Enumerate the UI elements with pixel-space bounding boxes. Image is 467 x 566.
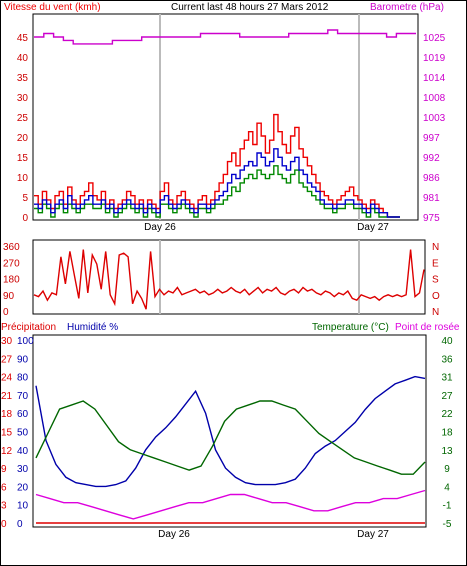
precip-tick-8: 24 bbox=[1, 373, 13, 384]
wind-tick-1: 5 bbox=[22, 193, 28, 204]
wind-tick-2: 10 bbox=[17, 173, 29, 184]
baro-tick-0: 975 bbox=[423, 213, 440, 224]
precip-tick-2: 6 bbox=[1, 482, 7, 493]
compass-tick-1: O bbox=[432, 291, 440, 302]
wind-direction-series-line bbox=[33, 249, 425, 310]
temp-tick-3: 9 bbox=[444, 464, 450, 475]
precip-tick-5: 15 bbox=[1, 428, 13, 439]
dew-point-series-line bbox=[35, 489, 426, 520]
temp-tick-4: 13 bbox=[441, 446, 453, 457]
humid-tick-0: 0 bbox=[17, 519, 23, 530]
precip-tick-7: 21 bbox=[1, 391, 13, 402]
baro-tick-2: 986 bbox=[423, 173, 440, 184]
precip-tick-3: 9 bbox=[1, 464, 7, 475]
temp-tick-6: 22 bbox=[441, 409, 453, 420]
precip-tick-10: 30 bbox=[1, 336, 13, 347]
wind-tick-9: 45 bbox=[17, 33, 29, 44]
baro-tick-9: 1025 bbox=[423, 33, 446, 44]
temp-tick-10: 40 bbox=[441, 336, 453, 347]
chart-title: Current last 48 hours 27 Mars 2012 bbox=[171, 2, 329, 13]
temp-tick-7: 27 bbox=[441, 391, 453, 402]
precip-tick-9: 27 bbox=[1, 354, 13, 365]
wind-avg-series-line bbox=[34, 148, 400, 218]
direction-plot-area bbox=[32, 239, 426, 315]
baro-tick-5: 1003 bbox=[423, 113, 446, 124]
precip-tick-0: 0 bbox=[1, 519, 7, 530]
temp-tick-9: 36 bbox=[441, 354, 453, 365]
temp-tick-2: 4 bbox=[444, 482, 450, 493]
compass-tick-2: S bbox=[432, 275, 439, 286]
wind-tick-8: 40 bbox=[17, 53, 29, 64]
baro-tick-8: 1019 bbox=[423, 53, 446, 64]
compass-tick-4: N bbox=[432, 242, 439, 253]
humid-tick-7: 70 bbox=[17, 391, 29, 402]
wind-tick-7: 35 bbox=[17, 73, 29, 84]
humid-tick-8: 80 bbox=[17, 373, 29, 384]
x-label-day27-bottom: Day 27 bbox=[357, 529, 389, 540]
humid-tick-10: 100 bbox=[17, 336, 34, 347]
humid-tick-9: 90 bbox=[17, 354, 29, 365]
humidity-series-line bbox=[35, 375, 426, 488]
temp-tick-8: 31 bbox=[441, 373, 453, 384]
precip-tick-1: 3 bbox=[1, 501, 7, 512]
x-label-day26-bottom: Day 26 bbox=[158, 529, 190, 540]
temp-tick-0: -5 bbox=[443, 519, 452, 530]
temp-tick-5: 18 bbox=[441, 428, 453, 439]
temp-tick-1: -1 bbox=[443, 501, 452, 512]
dir-tick-4: 360 bbox=[3, 242, 20, 253]
dir-tick-0: 0 bbox=[3, 307, 9, 318]
baro-tick-4: 997 bbox=[423, 133, 440, 144]
dir-tick-2: 180 bbox=[3, 275, 20, 286]
humid-tick-1: 10 bbox=[17, 501, 29, 512]
compass-tick-3: E bbox=[432, 258, 439, 269]
baro-tick-7: 1014 bbox=[423, 73, 446, 84]
baro-tick-1: 981 bbox=[423, 193, 440, 204]
precip-tick-6: 18 bbox=[1, 409, 13, 420]
temp-plot-area bbox=[32, 334, 427, 528]
wind-tick-6: 30 bbox=[17, 93, 29, 104]
wind-gust-series-line bbox=[34, 113, 400, 218]
compass-tick-0: N bbox=[432, 307, 439, 318]
temp-axis-label: Temperature (°C) bbox=[312, 322, 389, 333]
dir-tick-3: 270 bbox=[3, 258, 20, 269]
humid-tick-4: 40 bbox=[17, 446, 29, 457]
humidity-axis-label: Humidité % bbox=[67, 322, 118, 333]
humid-tick-6: 60 bbox=[17, 409, 29, 420]
baro-axis-label: Barometre (hPa) bbox=[370, 2, 444, 13]
wind-plot-area bbox=[32, 13, 419, 221]
temp-panel: Précipitation Humidité % Temperature (°C… bbox=[1, 322, 460, 540]
baro-tick-6: 1008 bbox=[423, 93, 446, 104]
baro-tick-3: 992 bbox=[423, 153, 440, 164]
x-label-day27-top: Day 27 bbox=[357, 222, 389, 233]
dew-axis-label: Point de rosée bbox=[395, 322, 460, 333]
precip-axis-label: Précipitation bbox=[1, 322, 56, 333]
baro-series-line bbox=[34, 29, 416, 45]
wind-axis-label: Vitesse du vent (kmh) bbox=[4, 2, 101, 13]
humid-tick-5: 50 bbox=[17, 428, 29, 439]
precip-tick-4: 12 bbox=[1, 446, 13, 457]
humid-tick-3: 30 bbox=[17, 464, 29, 475]
wind-tick-0: 0 bbox=[22, 213, 28, 224]
temperature-series-line bbox=[35, 400, 426, 475]
humid-tick-2: 20 bbox=[17, 482, 29, 493]
wind-tick-5: 25 bbox=[17, 113, 29, 124]
wind-panel: Vitesse du vent (kmh) Current last 48 ho… bbox=[4, 2, 446, 233]
dir-tick-1: 90 bbox=[3, 291, 15, 302]
x-label-day26-top: Day 26 bbox=[144, 222, 176, 233]
wind-tick-4: 20 bbox=[17, 133, 29, 144]
wind-tick-3: 15 bbox=[17, 153, 29, 164]
